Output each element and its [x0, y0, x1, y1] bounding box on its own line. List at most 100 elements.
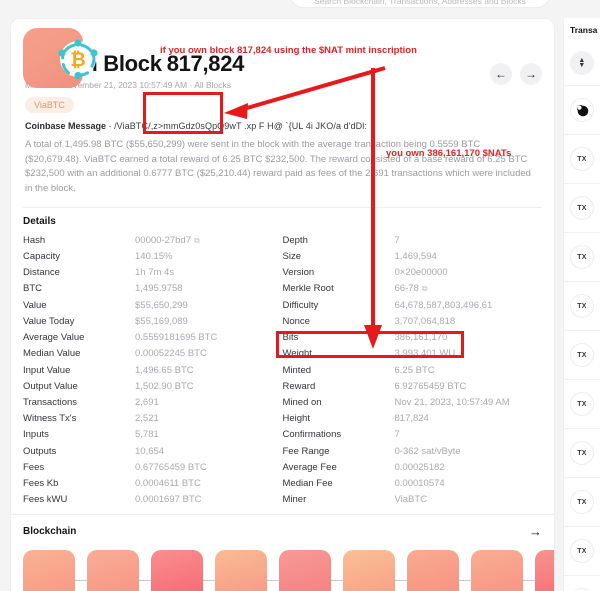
copy-icon[interactable]: ⧉ — [421, 284, 428, 294]
arrow-right-icon[interactable]: → — [529, 524, 542, 540]
details-column-left: Hash 00000-27bd7 ⧉ Capacity 140.15% Distance 1… — [23, 233, 283, 508]
detail-value: 1,502.90 BTC — [135, 379, 194, 395]
detail-key: Minted — [282, 364, 312, 376]
detail-key: Size — [282, 251, 301, 263]
coinbase-message-row: Coinbase Message · /ViaBTC/,z>mmGdz0sQpQ… — [23, 121, 542, 131]
detail-value-text: Nov 21, 2023, 10:57:49 AM — [394, 396, 510, 408]
detail-key: Median Value — [23, 348, 81, 360]
transaction-list-item[interactable]: TX — [564, 281, 600, 330]
transaction-list-item[interactable]: TX — [564, 477, 600, 526]
detail-value: 6.25 BTC — [395, 363, 435, 379]
top-bar: Search Blockchain, Transactions, Address… — [0, 0, 555, 18]
detail-value-text: 0.00025182 — [394, 461, 445, 473]
detail-value-text: ViaBTC — [394, 494, 428, 506]
blockchain-block[interactable] — [471, 550, 523, 591]
detail-value: 6.92765459 BTC — [395, 379, 467, 395]
tx-badge[interactable]: TX — [570, 490, 594, 514]
detail-row: Reward 6.92765459 BTC — [283, 379, 543, 395]
detail-key: Average Value — [23, 332, 85, 344]
detail-value: 1,469,594 — [395, 249, 437, 265]
detail-value-text: 3,707,064,818 — [394, 315, 456, 327]
tx-badge[interactable]: TX — [570, 147, 594, 171]
detail-key: Inputs — [23, 429, 49, 441]
blockchain-block[interactable] — [215, 550, 267, 591]
moon-icon[interactable] — [570, 98, 594, 122]
sort-control[interactable]: ▲ ▼ — [564, 41, 600, 85]
copy-icon[interactable]: ⧉ — [194, 235, 200, 245]
transaction-list-item[interactable]: TX — [564, 379, 600, 428]
detail-row: Fees 0.67765459 BTC — [23, 460, 283, 476]
tx-badge[interactable]: TX — [570, 539, 594, 563]
detail-value: $55,169,089 — [135, 314, 188, 330]
transaction-list-item[interactable]: TX — [564, 526, 600, 575]
detail-row: Median Value 0.00052245 BTC — [23, 346, 283, 362]
transaction-list-item[interactable]: TX — [564, 428, 600, 477]
blockchain-block[interactable] — [407, 550, 459, 591]
transaction-list-item[interactable]: TX — [564, 575, 600, 591]
transaction-list-item[interactable]: TX — [564, 134, 600, 183]
theme-toggle[interactable] — [564, 85, 600, 134]
detail-row: Fee Range 0-362 sat/vByte — [283, 444, 543, 460]
detail-value-text: 64,678,587,803,496.61 — [394, 299, 493, 311]
sort-updown-icon[interactable]: ▲ ▼ — [570, 51, 594, 75]
detail-value: 66-78 ⧉ — [395, 281, 428, 297]
detail-key: Value — [23, 299, 47, 311]
detail-value-text: 7 — [394, 429, 400, 441]
detail-row: Difficulty 64,678,587,803,496.61 — [283, 298, 543, 314]
detail-value: 1,496.65 BTC — [135, 363, 194, 379]
search-input[interactable]: Search Blockchain, Transactions, Address… — [290, 0, 550, 8]
divider — [23, 206, 542, 208]
detail-row: Hash 00000-27bd7 ⧉ — [23, 233, 283, 249]
blockchain-block[interactable] — [535, 550, 554, 591]
tx-badge[interactable]: TX — [570, 294, 594, 318]
tx-badge[interactable]: TX — [570, 441, 594, 465]
detail-value: 1,495.9758 — [135, 281, 183, 297]
detail-key: Output Value — [23, 380, 78, 392]
detail-row: BTC 1,495.9758 — [23, 281, 283, 297]
arrow-right-icon[interactable]: → — [520, 63, 542, 85]
transaction-list-item[interactable]: TX — [564, 232, 600, 281]
detail-value-text: 0×20e00000 — [394, 267, 448, 279]
tx-badge[interactable]: TX — [570, 196, 594, 220]
blockchain-block[interactable] — [279, 550, 331, 591]
blockchain-block[interactable] — [87, 550, 139, 591]
detail-value-text: 5,781 — [135, 429, 159, 441]
svg-text:₿: ₿ — [70, 50, 85, 71]
detail-value-text: 1,469,594 — [394, 251, 437, 263]
detail-value-text: 1,496.65 BTC — [135, 364, 194, 376]
detail-value-text: 10,654 — [135, 445, 165, 457]
detail-key: Confirmations — [282, 429, 342, 441]
detail-value-text: 0.5559181695 BTC — [135, 332, 218, 344]
detail-value: 0.0001697 BTC — [135, 492, 202, 508]
coinbase-separator: · — [108, 121, 112, 131]
blockchain-block[interactable] — [151, 550, 203, 591]
detail-row: Bits 386,161,170 — [283, 330, 543, 346]
blockchain-block[interactable] — [343, 550, 395, 591]
detail-row: Size 1,469,594 — [283, 249, 543, 265]
tx-badge[interactable]: TX — [570, 392, 594, 416]
detail-key: Mined on — [282, 396, 322, 408]
all-blocks-link[interactable]: All Blocks — [194, 80, 232, 90]
detail-value-text: 0.00010574 — [394, 477, 445, 489]
detail-key: Bits — [282, 332, 299, 344]
detail-value: 0×20e00000 — [395, 265, 448, 281]
transaction-list-item[interactable]: TX — [564, 183, 600, 232]
tx-badge[interactable]: TX — [570, 343, 594, 367]
arrow-left-icon[interactable]: ← — [490, 63, 512, 85]
transaction-list-item[interactable]: TX — [564, 330, 600, 379]
detail-key: Miner — [282, 494, 307, 506]
detail-value: 2,521 — [135, 411, 159, 427]
detail-key: Input Value — [23, 364, 71, 376]
detail-value-text: 2,521 — [135, 413, 159, 425]
detail-row: Height 817,824 — [283, 411, 543, 427]
detail-value: 2,691 — [135, 395, 159, 411]
tx-badge[interactable]: TX — [570, 245, 594, 269]
detail-key: Depth — [282, 234, 308, 246]
detail-value-text: 6.25 BTC — [394, 364, 435, 376]
detail-key: Outputs — [23, 445, 57, 457]
transactions-sidebar: Transa ▲▼ TX TX TX TX TX TX TX TX TX TX — [563, 18, 600, 591]
detail-value-text: 140.15% — [135, 251, 173, 263]
mining-pool-badge[interactable]: ViaBTC — [25, 97, 74, 113]
detail-value-text: 0.0004611 BTC — [135, 477, 201, 489]
blockchain-block[interactable] — [23, 550, 75, 591]
